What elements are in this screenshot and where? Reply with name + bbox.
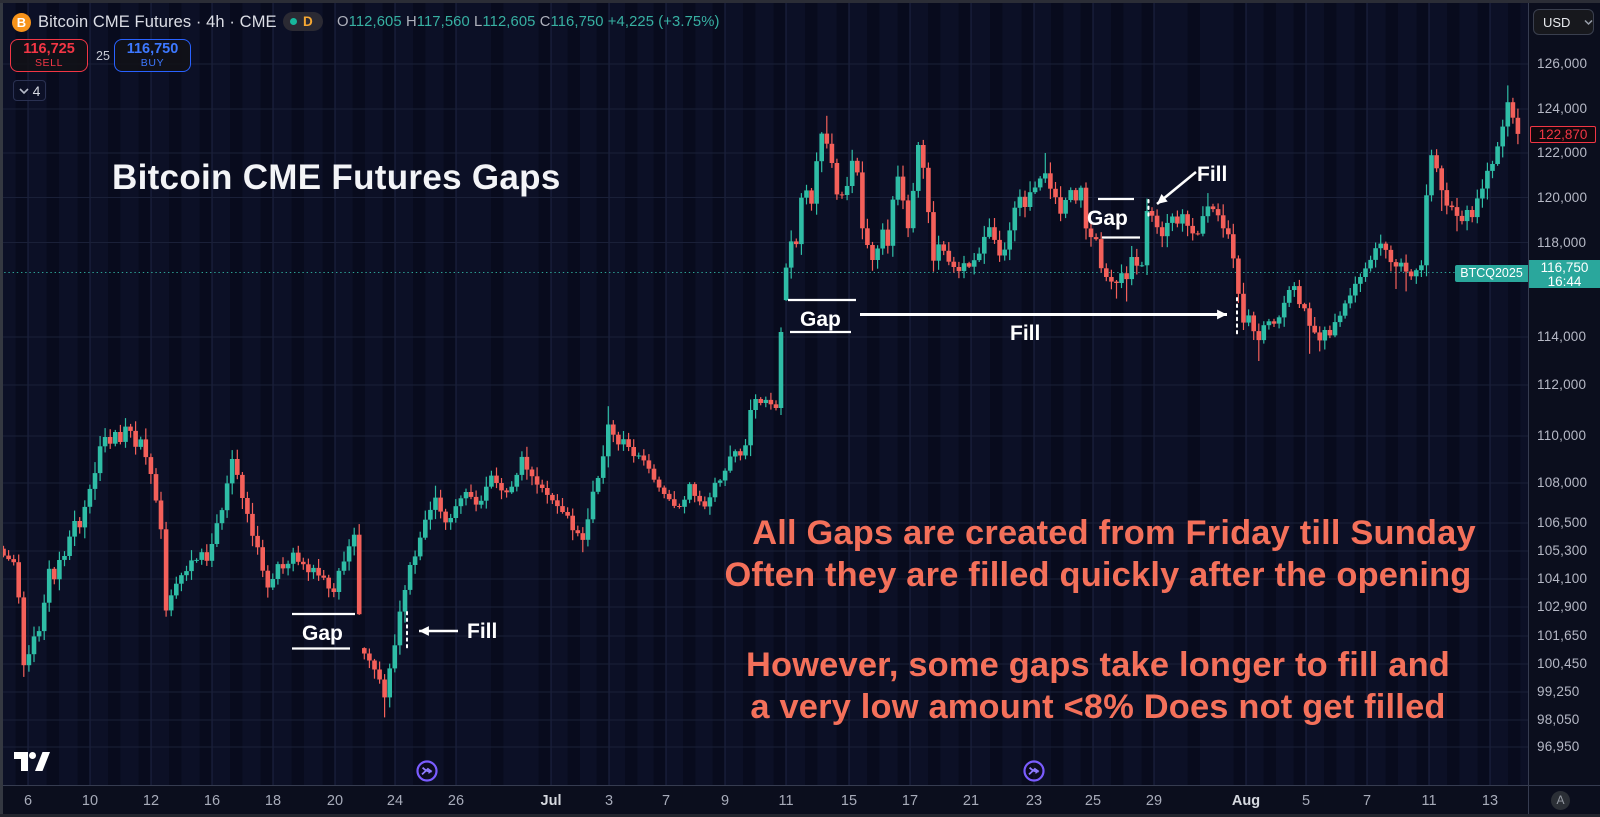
svg-text:Fill: Fill xyxy=(1197,163,1227,186)
svg-text:Gap: Gap xyxy=(302,622,343,645)
svg-text:Fill: Fill xyxy=(1010,322,1040,345)
svg-text:Gap: Gap xyxy=(800,308,841,331)
svg-text:Fill: Fill xyxy=(467,620,497,643)
svg-text:Gap: Gap xyxy=(1087,207,1128,230)
